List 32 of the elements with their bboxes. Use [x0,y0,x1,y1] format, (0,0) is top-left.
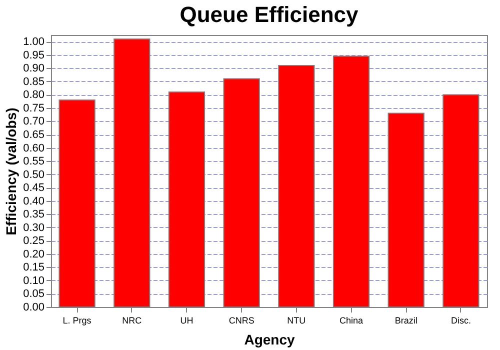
y-tick-label: 0.00 [23,302,44,314]
y-tick-label: 0.10 [23,274,44,287]
y-tick-label: 0.55 [23,156,44,168]
x-tick-label: Disc. [450,316,471,326]
y-tick-label: 0.65 [23,129,44,142]
y-tick-label: 0.25 [23,235,44,248]
chart-title: Queue Efficiency [180,2,360,27]
y-tick-label: 0.75 [23,102,44,114]
y-tick-label: 0.45 [23,182,44,194]
x-tick-label: China [340,316,364,326]
x-tick-label: CNRS [228,316,254,326]
x-tick-label: L. Prgs [62,316,92,326]
y-tick-label: 0.85 [23,76,44,88]
y-tick-label: 0.90 [23,62,44,75]
y-tick-label: 0.05 [23,288,44,300]
y-tick-label: 0.50 [23,168,44,181]
y-axis-title: Efficiency (val/obs) [3,108,20,236]
y-tick-label: 0.70 [23,116,44,128]
y-tick-label: 0.80 [23,89,44,102]
y-tick-label: 0.35 [23,208,44,221]
x-tick-label: Brazil [394,316,418,326]
x-tick-label: UH [180,316,194,326]
x-tick-label: NRC [122,316,142,326]
x-axis-title: Agency [244,332,295,348]
y-tick-label: 0.60 [23,142,44,154]
x-tick-label: NTU [287,316,306,326]
y-tick-label: 0.40 [23,195,44,208]
y-tick-label: 1.00 [23,36,44,48]
y-tick-label: 0.20 [23,248,44,260]
y-tick-label: 0.30 [23,222,44,234]
y-tick-label: 0.15 [23,262,44,274]
y-tick-label: 0.95 [23,49,44,62]
